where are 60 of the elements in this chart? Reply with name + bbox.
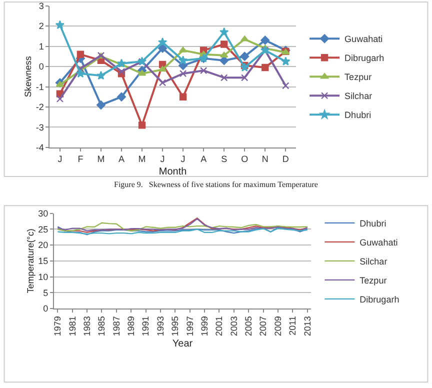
y-tick-label: 0	[38, 62, 44, 72]
x-tick-label: N	[262, 154, 268, 164]
x-tick-label: 1997	[184, 316, 195, 336]
x-tick-label: 2005	[244, 316, 254, 336]
y-tick-label: 25	[38, 224, 48, 234]
x-tick-label: F	[78, 154, 84, 164]
x-tick-label: 2013	[302, 316, 312, 336]
x-tick-label: J	[180, 154, 186, 164]
x-tick-label: 1987	[111, 316, 122, 336]
x-tick-label: D	[282, 154, 290, 164]
y-tick-label: -1	[36, 82, 44, 92]
y-tick-label: -2	[36, 102, 44, 112]
legend-label: Dibrugarh	[344, 53, 384, 64]
x-tick-label: 1989	[126, 316, 136, 336]
x-tick-label: J	[58, 154, 62, 164]
x-tick-label: 2001	[214, 316, 224, 336]
legend-label: Tezpur	[360, 275, 387, 286]
legend-label: Guwahati	[344, 34, 383, 44]
y-tick-label: 15	[38, 256, 48, 266]
x-tick-label: 1979	[52, 316, 63, 336]
y-tick-label: 2	[38, 21, 44, 32]
y-tick-label: 3	[38, 0, 44, 11]
x-tick-label: 1995	[170, 316, 180, 336]
x-tick-label: 1985	[96, 316, 107, 336]
x-tick-label: J	[160, 154, 165, 164]
y-tick-label: 5	[43, 288, 48, 298]
y-tick-label: 1	[38, 41, 44, 52]
x-tick-label: 1981	[67, 316, 78, 336]
x-tick-label: A	[200, 154, 207, 164]
caption: Figure 9. Skewness of five stations for maximum Temperature	[114, 180, 318, 189]
x-tick-label: 1983	[82, 316, 92, 336]
legend-label: Silchar	[360, 256, 388, 266]
x-tick-label: 1991	[140, 316, 151, 336]
x-tick-label: M	[97, 154, 105, 164]
legend-label: Guwahati	[360, 237, 398, 248]
y-tick-label: -4	[36, 142, 44, 153]
x-tick-label: 2003	[228, 316, 239, 336]
x-tick-label: M	[138, 154, 146, 164]
y-tick-label: 10	[38, 272, 48, 282]
y-tick-label: 20	[38, 240, 48, 250]
y-axis-title: Skewness	[23, 56, 34, 98]
x-tick-label: 2009	[272, 316, 283, 336]
y-axis-title: Temperature(°c)	[26, 228, 36, 294]
x-tick-label: 1993	[155, 316, 166, 336]
legend-label: Silchar	[344, 91, 372, 102]
x-axis-title: Month	[158, 166, 187, 178]
x-tick-label: A	[118, 154, 125, 164]
x-tick-label: 1999	[199, 316, 210, 336]
x-axis-title: Year	[172, 338, 194, 350]
y-tick-label: -3	[36, 122, 44, 132]
legend-label: Tezpur	[344, 72, 372, 82]
x-tick-label: O	[241, 154, 248, 164]
legend-label: Dhubri	[344, 110, 372, 120]
x-tick-label: 2011	[288, 316, 298, 336]
x-tick-label: 2007	[258, 316, 268, 336]
legend-label: Dibrugarh	[360, 294, 400, 304]
x-tick-label: S	[221, 154, 228, 164]
legend-label: Dhubri	[360, 218, 386, 228]
y-tick-label: 30	[38, 208, 48, 219]
y-tick-label: 0	[43, 304, 48, 314]
